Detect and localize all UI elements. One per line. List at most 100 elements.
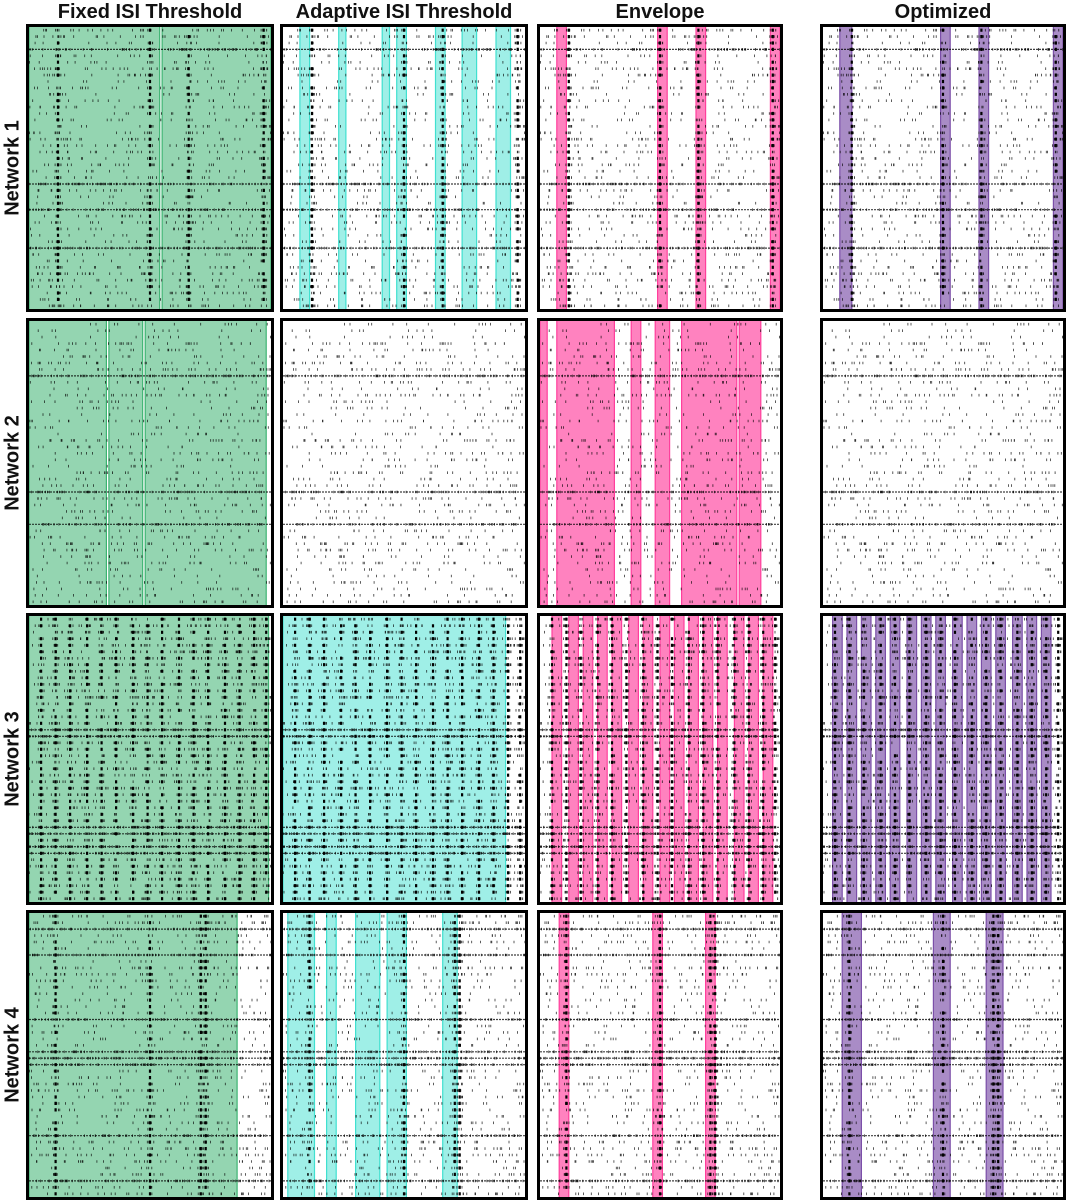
row-label-network-2: Network 2 — [1, 415, 24, 511]
raster-panel-network-3-optimized — [820, 613, 1066, 905]
raster-panel-network-3-envelope — [537, 613, 783, 905]
burst-interval-8 — [660, 616, 670, 902]
burst-interval-4 — [1053, 27, 1063, 309]
burst-interval-1 — [552, 616, 562, 902]
raster-plot — [823, 322, 1063, 604]
raster-panel-network-4-envelope — [537, 910, 783, 1200]
spike-ticks — [540, 617, 780, 900]
burst-interval-3 — [861, 616, 871, 902]
burst-interval-12 — [995, 616, 1006, 902]
raster-panel-network-2-optimized — [820, 318, 1066, 608]
burst-interval-1 — [559, 913, 569, 1197]
burst-interval-13 — [734, 616, 744, 902]
raster-plot — [540, 913, 780, 1197]
raster-panel-network-2-fixed — [26, 318, 274, 608]
raster-plot — [283, 322, 525, 604]
spike-ticks — [823, 617, 1063, 900]
column-title-adaptive: Adaptive ISI Threshold — [295, 1, 513, 23]
raster-panel-network-1-fixed — [26, 24, 274, 312]
burst-interval-3 — [355, 913, 380, 1197]
raster-plot — [283, 616, 525, 902]
burst-interval-3 — [631, 321, 641, 605]
burst-interval-1 — [299, 27, 310, 309]
burst-interval-1 — [540, 321, 548, 605]
burst-interval-13 — [1012, 616, 1023, 902]
burst-interval-2 — [652, 913, 663, 1197]
burst-interval-4 — [387, 913, 407, 1197]
burst-interval-14 — [748, 616, 759, 902]
column-title-envelope: Envelope — [615, 1, 705, 23]
burst-interval-8 — [935, 616, 946, 902]
burst-interval-7 — [643, 616, 653, 902]
burst-interval-10 — [688, 616, 699, 902]
raster-panel-network-4-optimized — [820, 910, 1066, 1200]
burst-interval-1 — [283, 616, 506, 902]
burst-interval-3 — [583, 616, 593, 902]
spike-ticks — [823, 322, 1063, 604]
burst-interval-1 — [29, 321, 107, 605]
burst-interval-5 — [890, 616, 900, 902]
burst-interval-5 — [612, 616, 622, 902]
burst-interval-3 — [382, 27, 390, 309]
burst-interval-9 — [952, 616, 963, 902]
burst-interval-2 — [326, 913, 337, 1197]
raster-plot — [29, 913, 271, 1197]
spike-ticks — [283, 914, 525, 1196]
raster-plot — [283, 27, 525, 309]
burst-interval-5 — [435, 27, 446, 309]
burst-interval-2 — [657, 27, 668, 309]
burst-interval-1 — [556, 27, 567, 309]
burst-interval-3 — [986, 913, 1003, 1197]
burst-interval-2 — [556, 321, 615, 605]
burst-interval-4 — [655, 321, 670, 605]
burst-interval-5 — [442, 913, 458, 1197]
burst-interval-12 — [717, 616, 728, 902]
burst-interval-15 — [763, 616, 773, 902]
burst-interval-4 — [770, 27, 780, 309]
raster-plot — [540, 321, 780, 605]
raster-panel-network-1-optimized — [820, 24, 1066, 312]
burst-interval-1 — [842, 913, 862, 1197]
row-label-network-1: Network 1 — [1, 120, 24, 216]
burst-interval-5 — [681, 321, 737, 605]
raster-plot — [29, 616, 271, 902]
burst-interval-2 — [940, 27, 951, 309]
column-title-optimized: Optimized — [894, 1, 992, 23]
burst-interval-6 — [739, 321, 761, 605]
burst-interval-6 — [628, 616, 639, 902]
burst-interval-7 — [496, 27, 511, 309]
raster-panel-network-1-envelope — [537, 24, 783, 312]
burst-interval-3 — [696, 27, 706, 309]
row-label-network-4: Network 4 — [1, 1007, 24, 1103]
burst-interval-11 — [981, 616, 991, 902]
burst-interval-11 — [703, 616, 713, 902]
raster-panel-network-2-envelope — [537, 318, 783, 608]
row-label-network-3: Network 3 — [1, 711, 24, 807]
burst-interval-4 — [875, 616, 886, 902]
raster-panel-network-3-fixed — [26, 613, 274, 905]
burst-interval-6 — [462, 27, 477, 309]
raster-panel-network-4-fixed — [26, 910, 274, 1200]
burst-interval-3 — [979, 27, 989, 309]
raster-plot — [29, 321, 271, 605]
raster-plot — [540, 616, 780, 902]
burst-interval-1 — [29, 616, 269, 902]
raster-panel-network-4-adaptive — [280, 910, 528, 1200]
spike-ticks — [283, 617, 525, 900]
burst-interval-15 — [1041, 616, 1051, 902]
burst-interval-2 — [162, 27, 271, 309]
burst-interval-4 — [396, 27, 407, 309]
burst-interval-7 — [921, 616, 931, 902]
raster-plot — [823, 616, 1063, 902]
burst-interval-4 — [597, 616, 608, 902]
burst-interval-9 — [674, 616, 684, 902]
raster-plot — [283, 913, 525, 1197]
raster-plot — [29, 27, 271, 309]
burst-interval-14 — [1027, 616, 1037, 902]
raster-panel-network-3-adaptive — [280, 613, 528, 905]
burst-interval-2 — [568, 616, 579, 902]
burst-interval-2 — [933, 913, 951, 1197]
column-title-fixed: Fixed ISI Threshold — [57, 1, 243, 23]
raster-plot — [823, 913, 1063, 1197]
burst-interval-1 — [832, 616, 843, 902]
